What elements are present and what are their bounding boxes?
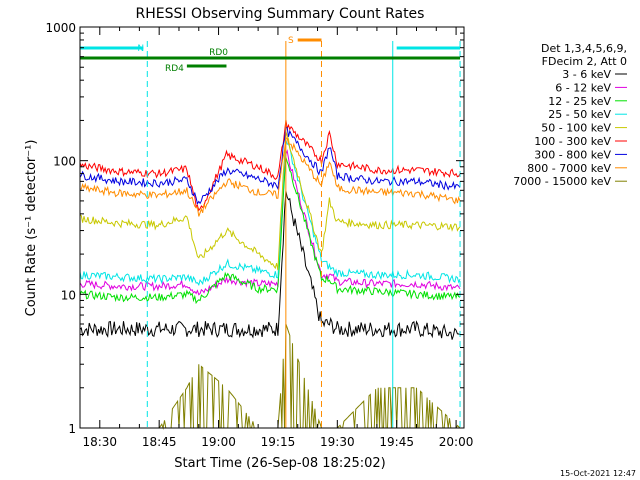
legend-label-9: 7000 - 15000 keV — [513, 175, 611, 188]
legend-label-6: 100 - 300 keV — [534, 135, 611, 148]
series-line-4 — [79, 139, 461, 286]
flag-label-n: N — [137, 44, 144, 54]
y-tick-label: 100 — [53, 155, 76, 169]
legend-label-4: 25 - 50 keV — [548, 108, 611, 121]
y-tick-label: 1000 — [45, 21, 76, 35]
y-axis-ticks: 1 10 100 1000 — [45, 21, 464, 436]
chart-title: RHESSI Observing Summary Count Rates — [136, 6, 425, 22]
legend-label-2: 6 - 12 keV — [555, 81, 611, 94]
y-tick-label: 1 — [68, 422, 76, 436]
series-line-6 — [79, 119, 461, 212]
series-line-8 — [79, 137, 461, 217]
legend-label-5: 50 - 100 keV — [541, 122, 611, 135]
flag-label-rd4: RD4 — [165, 64, 184, 74]
legend-label-8: 800 - 7000 keV — [527, 162, 611, 175]
x-tick-label: 19:45 — [379, 435, 414, 449]
legend-label-1: 3 - 6 keV — [562, 68, 611, 81]
plot-frame — [79, 26, 465, 429]
legend-label-7: 300 - 800 keV — [534, 148, 611, 161]
x-axis-ticks: 18:30 18:45 19:00 19:15 19:30 19:45 20:00 — [79, 27, 474, 449]
series-line-1 — [79, 191, 461, 340]
legend-header-1: Det 1,3,4,5,6,9, — [541, 42, 627, 55]
y-axis-label: Count Rate (s⁻¹ detector⁻¹) — [24, 140, 39, 317]
x-tick-label: 20:00 — [439, 435, 474, 449]
legend-header-2: FDecim 2, Att 0 — [542, 55, 627, 68]
x-tick-label: 18:30 — [82, 435, 117, 449]
series-line-2 — [79, 149, 461, 296]
flag-label-rd0: RD0 — [209, 48, 228, 58]
x-tick-label: 19:30 — [320, 435, 355, 449]
series-line-7 — [79, 126, 461, 205]
legend-label-3: 12 - 25 keV — [548, 95, 611, 108]
generation-timestamp: 15-Oct-2021 12:47 — [560, 469, 636, 478]
x-tick-label: 19:15 — [261, 435, 296, 449]
x-axis-label: Start Time (26-Sep-08 18:25:02) — [174, 456, 385, 471]
x-tick-label: 19:00 — [201, 435, 236, 449]
series-line-5 — [79, 131, 461, 271]
flag-label-s: S — [288, 36, 294, 46]
y-tick-label: 10 — [61, 288, 76, 302]
flag-bars: N RD0 RD4 S — [80, 36, 461, 74]
series-line-3 — [79, 157, 461, 305]
x-tick-label: 18:45 — [142, 435, 177, 449]
legend: Det 1,3,4,5,6,9,FDecim 2, Att 03 - 6 keV… — [513, 42, 627, 188]
